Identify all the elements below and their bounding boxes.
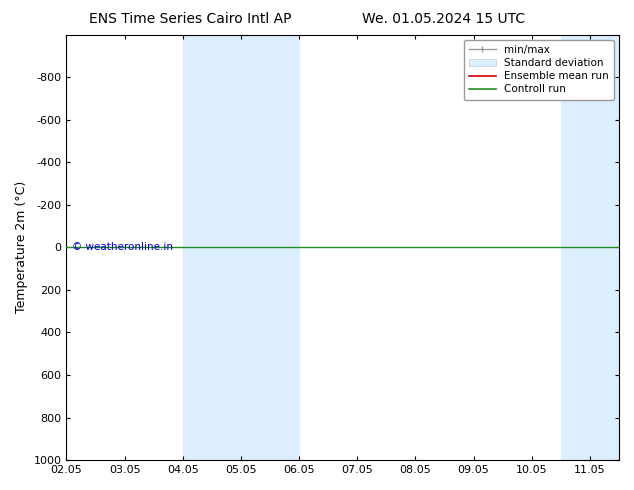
Y-axis label: Temperature 2m (°C): Temperature 2m (°C) [15,181,28,314]
Text: We. 01.05.2024 15 UTC: We. 01.05.2024 15 UTC [362,12,526,26]
Bar [241,35,299,460]
Legend: min/max, Standard deviation, Ensemble mean run, Controll run: min/max, Standard deviation, Ensemble me… [464,40,614,99]
Text: © weatheronline.in: © weatheronline.in [72,242,173,251]
Bar [183,35,241,460]
Bar [561,35,619,460]
Text: ENS Time Series Cairo Intl AP: ENS Time Series Cairo Intl AP [89,12,292,26]
